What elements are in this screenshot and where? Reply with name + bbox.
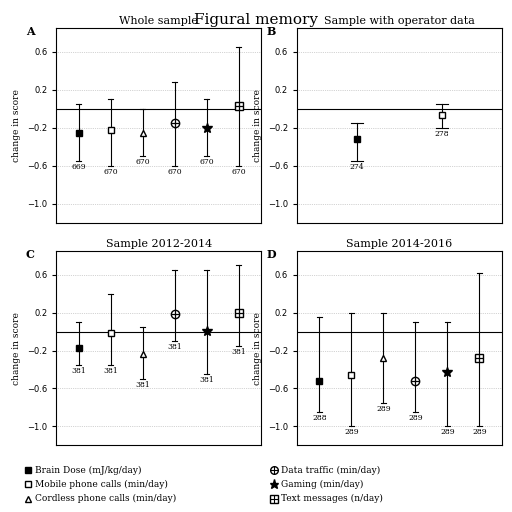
Title: Sample 2012-2014: Sample 2012-2014	[105, 239, 212, 249]
Y-axis label: change in score: change in score	[12, 312, 22, 385]
Text: 669: 669	[71, 163, 86, 171]
Title: Sample 2014-2016: Sample 2014-2016	[346, 239, 453, 249]
Text: 381: 381	[135, 381, 150, 389]
Text: A: A	[26, 26, 34, 37]
Y-axis label: change in score: change in score	[253, 89, 262, 162]
Title: Sample with operator data: Sample with operator data	[324, 16, 475, 26]
Text: 670: 670	[231, 167, 246, 176]
Text: Figural memory: Figural memory	[194, 13, 318, 27]
Text: 381: 381	[231, 348, 246, 356]
Text: C: C	[26, 249, 34, 260]
Y-axis label: change in score: change in score	[12, 89, 22, 162]
Text: 288: 288	[312, 414, 327, 422]
Text: 274: 274	[349, 163, 364, 171]
Text: 278: 278	[435, 130, 450, 138]
Text: Mobile phone calls (min/day): Mobile phone calls (min/day)	[35, 480, 168, 489]
Text: B: B	[266, 26, 275, 37]
Text: 670: 670	[167, 167, 182, 176]
Text: 670: 670	[135, 158, 150, 166]
Text: 381: 381	[199, 376, 214, 384]
Y-axis label: change in score: change in score	[253, 312, 262, 385]
Text: Text messages (n/day): Text messages (n/day)	[281, 494, 382, 503]
Text: 381: 381	[71, 367, 86, 375]
Text: Brain Dose (mJ/kg/day): Brain Dose (mJ/kg/day)	[35, 465, 141, 475]
Text: 289: 289	[344, 429, 359, 436]
Text: 289: 289	[376, 404, 391, 413]
Text: 289: 289	[408, 414, 423, 422]
Text: 670: 670	[103, 167, 118, 176]
Text: 381: 381	[167, 343, 182, 351]
Title: Whole sample: Whole sample	[119, 16, 198, 26]
Text: 670: 670	[199, 158, 214, 166]
Text: D: D	[266, 249, 276, 260]
Text: Cordless phone calls (min/day): Cordless phone calls (min/day)	[35, 494, 176, 503]
Text: 289: 289	[472, 429, 487, 436]
Text: 381: 381	[103, 367, 118, 375]
Text: Gaming (min/day): Gaming (min/day)	[281, 480, 363, 489]
Text: Data traffic (min/day): Data traffic (min/day)	[281, 465, 380, 475]
Text: 289: 289	[440, 429, 455, 436]
